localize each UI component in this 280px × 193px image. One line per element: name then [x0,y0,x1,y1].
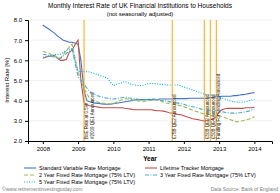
footnote: Data Source: Bank of England [211,186,278,192]
legend-item: 5 Year Fixed Rate Mortgage (75% LTV) [24,179,135,185]
tick: 2.0 [14,138,28,144]
tick: 4.0 [14,98,28,104]
tick-label: 2013 [213,146,227,152]
legend-item: 3 Year Fixed Rate Mortgage (75% LTV) [145,172,256,178]
series-line [43,40,255,121]
tick-label: 8.0 [14,17,23,23]
tick: 2011 [143,141,157,152]
subtitle: (not seasonally adjusted) [107,11,174,17]
plot-area [43,20,255,141]
tick-mark [25,20,28,21]
tick-mark [254,141,255,144]
tick-mark [25,60,28,61]
legend-item: Lifetime Tracker Mortgage [145,165,224,171]
x-axis-title: Year [143,155,157,162]
tick-mark [25,101,28,102]
tick: 5.0 [14,78,28,84]
legend-label: Lifetime Tracker Mortgage [160,165,224,171]
legend-swatch [24,167,36,168]
legend-swatch [145,174,157,175]
y-axis: 2.0 3.0 4.0 5.0 6.0 7.0 8.0 [14,17,29,144]
legend-label: 5 Year Fixed Rate Mortgage (75% LTV) [39,179,135,185]
x-axis: 2008 2009 2010 2011 2012 2013 2014 [29,141,273,152]
tick: 7.0 [14,38,28,44]
tick-mark [25,141,28,142]
tick: 2008 [37,141,51,152]
annotations: BoE Rate at 0.5%#2009 QE1 Announced £75B … [84,73,221,139]
tick: 3.0 [14,118,28,124]
tick-label: 2.0 [14,138,23,144]
title: Monthly Interest Rate of UK Financial In… [48,2,233,10]
tick-label: 4.0 [14,98,23,104]
grid-line [28,20,272,21]
tick: 6.0 [14,58,28,64]
tick-mark [25,121,28,122]
tick-mark [25,81,28,82]
tick-mark [149,141,150,144]
legend-label: 2 Year Fixed Rate Mortgage (75% LTV) [39,172,135,178]
grid-line [28,80,272,81]
tick-mark [78,141,79,144]
legend-swatch [145,167,157,168]
tick: 8.0 [14,17,28,23]
tick-label: 2009 [72,146,86,152]
tick: 2009 [72,141,86,152]
axis-line [29,142,273,145]
axis-line [25,21,29,142]
legend-label: Standard Variable Rate Mortgage [39,165,121,171]
tick-mark [184,141,185,144]
tick-label: 2011 [143,146,157,152]
tick-label: 2012 [178,146,192,152]
annotation-label: £75B QE2 Announced [172,94,177,139]
tick: 2012 [178,141,192,152]
annotation-label: £50B QE4 Announced [210,94,215,139]
tick-mark [113,141,114,144]
tick-label: 3.0 [14,118,23,124]
tick-label: 5.0 [14,78,23,84]
tick: 2013 [213,141,227,152]
series-line [43,25,255,104]
series-line [43,44,255,122]
legend-swatch [24,174,36,175]
footnote: ©www.retirementinvestingtoday.com [2,186,83,192]
chart-container: 2008 2009 2010 2011 2012 2013 2014 2.0 3.0 4.0 5.0… [0,0,280,193]
grid [28,20,272,141]
annotation-label: BoE Rate at 0.5%#2009 QE1 Announced [84,92,94,139]
legend-swatch [24,181,36,182]
legend-label: 3 Year Fixed Rate Mortgage (75% LTV) [160,172,256,178]
annotation-label: £50B QE3 Announced [205,94,210,139]
tick-label: 7.0 [14,38,23,44]
annotation-label: Funding For Lending Announced [216,73,221,139]
chart-svg: 2008 2009 2010 2011 2012 2013 2014 2.0 3.0 4.0 5.0… [0,0,280,193]
legend-item: Standard Variable Rate Mortgage [24,165,121,171]
tick-label: 2010 [107,146,121,152]
tick-mark [25,40,28,41]
series-line [43,49,255,103]
tick-mark [219,141,220,144]
tick: 2014 [248,141,262,152]
legend: Standard Variable Rate Mortgage Lifetime … [24,165,256,185]
tick: 2010 [107,141,121,152]
tick-label: 2008 [37,146,51,152]
tick-label: 6.0 [14,58,23,64]
tick-label: 2014 [248,146,262,152]
legend-item: 2 Year Fixed Rate Mortgage (75% LTV) [24,172,135,178]
tick-mark [43,141,44,144]
y-axis-title: Interest Rate [%] [4,58,10,103]
series-line [43,49,255,113]
